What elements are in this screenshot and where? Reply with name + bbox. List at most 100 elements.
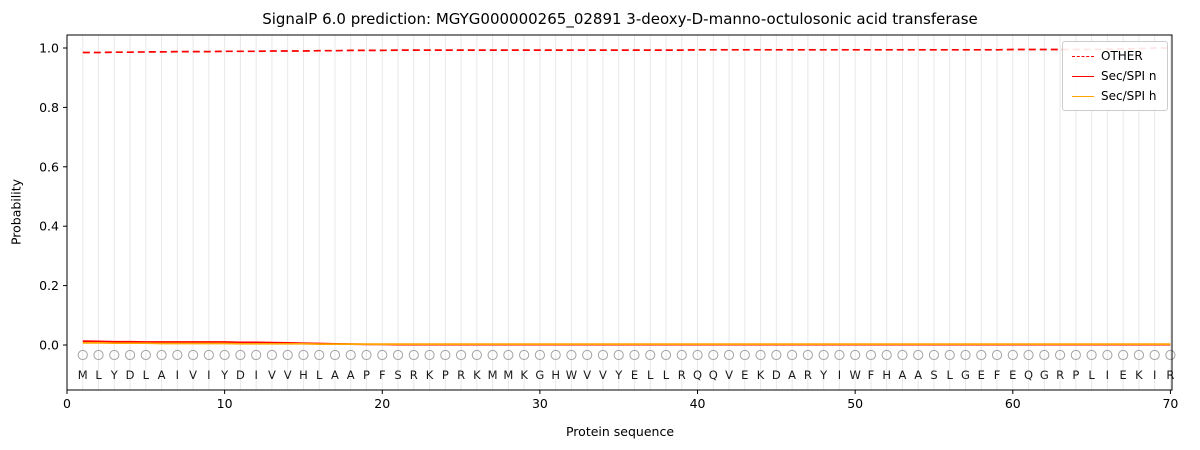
residue-marker <box>77 349 88 361</box>
residue-letter: E <box>1009 368 1016 382</box>
residue-letter: D <box>772 368 781 382</box>
residue-letter: Y <box>110 368 119 382</box>
residue-marker <box>913 349 924 361</box>
axes-box <box>66 34 1173 391</box>
legend-line-sample-sec-spi-n <box>1072 75 1094 77</box>
residue-letter: H <box>882 368 891 382</box>
residue-letter: Q <box>693 368 702 382</box>
x-tick-label: 40 <box>690 396 706 411</box>
residue-letter: V <box>268 368 276 382</box>
x-tick-label: 70 <box>1162 396 1178 411</box>
residue-marker <box>976 349 987 361</box>
residue-marker <box>471 349 482 361</box>
residue-marker <box>1149 349 1160 361</box>
residue-letter: Y <box>220 368 229 382</box>
residue-letter: Y <box>819 368 828 382</box>
residue-marker <box>692 349 703 361</box>
residue-letter: L <box>95 368 102 382</box>
residue-marker <box>440 349 451 361</box>
residue-marker <box>377 349 388 361</box>
residue-letter: A <box>158 368 166 382</box>
residue-marker <box>282 349 293 361</box>
legend: OTHER Sec/SPI n Sec/SPI h <box>1062 41 1168 111</box>
residue-letter: R <box>1166 368 1174 382</box>
residue-marker <box>455 349 467 361</box>
residue-marker <box>1039 349 1050 361</box>
residue-letter: A <box>914 368 922 382</box>
residue-marker <box>392 349 404 361</box>
residue-letter: P <box>363 368 370 382</box>
y-tick-label: 0.0 <box>39 338 59 353</box>
residue-marker <box>629 349 640 361</box>
residue-letter: H <box>299 368 308 382</box>
residue-marker <box>124 349 136 361</box>
residue-letter: L <box>316 368 323 382</box>
residue-marker <box>266 349 278 361</box>
residue-marker <box>188 349 199 361</box>
residue-letter: H <box>551 368 560 382</box>
residue-letter: K <box>520 368 528 382</box>
residue-letter: A <box>331 368 339 382</box>
residue-marker <box>329 349 341 361</box>
residue-letter: L <box>663 368 670 382</box>
residue-letter: G <box>961 368 970 382</box>
residue-letter: M <box>488 368 498 382</box>
residue-marker <box>503 349 514 361</box>
residue-marker <box>1054 349 1066 361</box>
residue-marker <box>944 349 955 361</box>
residue-letter: I <box>254 368 257 382</box>
residue-marker <box>235 349 246 361</box>
residue-marker <box>787 349 798 361</box>
residue-letter: L <box>947 368 954 382</box>
residue-letter: K <box>473 368 481 382</box>
residue-letter: P <box>442 368 449 382</box>
residue-letter: W <box>566 368 577 382</box>
residue-letter: R <box>804 368 812 382</box>
residue-marker <box>1133 349 1144 361</box>
residue-letter: F <box>868 368 875 382</box>
residue-letter: E <box>978 368 985 382</box>
chart-title: SignalP 6.0 prediction: MGYG000000265_02… <box>262 10 978 28</box>
x-tick-label: 20 <box>374 396 390 411</box>
residue-marker <box>550 349 561 361</box>
residue-marker <box>928 349 940 361</box>
residue-marker <box>109 349 120 361</box>
residue-letter: V <box>284 368 292 382</box>
residue-marker <box>723 349 735 361</box>
residue-letter: L <box>143 368 150 382</box>
residue-letter: D <box>126 368 135 382</box>
residue-letter: E <box>631 368 638 382</box>
residue-letter: W <box>849 368 860 382</box>
residue-letter: K <box>426 368 434 382</box>
residue-letter: I <box>1106 368 1109 382</box>
x-tick-label: 50 <box>847 396 863 411</box>
residue-letter: R <box>1056 368 1064 382</box>
residue-letter: G <box>535 368 544 382</box>
residue-letter: F <box>379 368 386 382</box>
residue-letter: S <box>930 368 937 382</box>
residue-marker <box>361 349 372 361</box>
residue-marker <box>818 349 829 361</box>
residue-marker <box>1165 349 1176 361</box>
residue-marker <box>345 349 356 361</box>
series-line-sec-spi-h <box>82 342 1171 345</box>
residue-letter: G <box>1040 368 1049 382</box>
residue-letter: V <box>599 368 607 382</box>
residue-letter: L <box>647 368 654 382</box>
residue-letter: K <box>757 368 765 382</box>
residue-marker <box>834 349 845 361</box>
legend-item-sec-spi-n: Sec/SPI n <box>1072 69 1158 83</box>
residue-letter: R <box>678 368 686 382</box>
residue-marker <box>172 349 183 361</box>
y-tick-label: 0.2 <box>39 278 59 293</box>
residue-marker <box>408 349 419 361</box>
residue-letter: Q <box>709 368 718 382</box>
residue-marker <box>645 349 656 361</box>
residue-marker <box>708 349 719 361</box>
residue-letter: E <box>741 368 748 382</box>
residue-marker <box>314 349 325 361</box>
residue-marker <box>219 349 230 361</box>
residue-marker <box>613 349 624 361</box>
